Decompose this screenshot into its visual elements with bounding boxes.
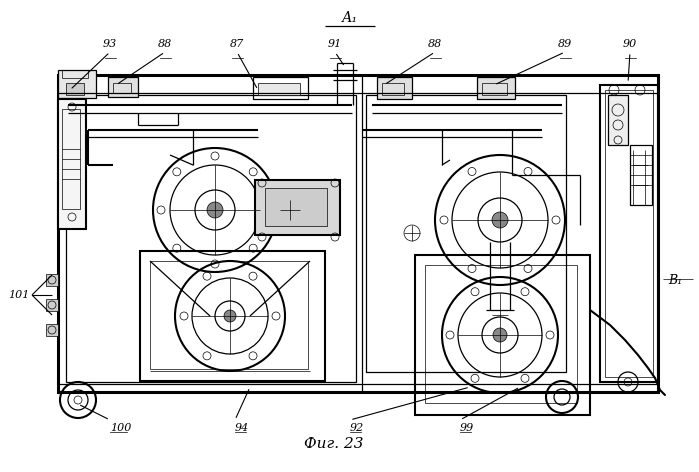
Bar [415, 255, 590, 415]
Bar [630, 145, 652, 205]
Bar [150, 261, 308, 369]
Bar [258, 83, 300, 95]
Bar [630, 175, 652, 185]
Text: В₁: В₁ [668, 273, 682, 287]
Bar [600, 85, 658, 382]
Text: 89: 89 [558, 39, 572, 49]
Bar [366, 95, 566, 372]
Bar [477, 77, 515, 99]
Text: 87: 87 [230, 39, 244, 49]
Bar [605, 90, 653, 377]
Bar [46, 324, 58, 336]
Text: 101: 101 [8, 290, 30, 300]
Bar [58, 75, 658, 392]
Bar [66, 95, 356, 382]
Bar [108, 77, 138, 97]
Bar [425, 265, 577, 403]
Bar [66, 83, 84, 95]
Text: 99: 99 [460, 423, 474, 433]
Bar [140, 251, 325, 381]
Bar [608, 95, 628, 145]
Bar [482, 83, 507, 95]
Text: 93: 93 [103, 39, 117, 49]
Circle shape [493, 328, 507, 342]
Bar [382, 83, 404, 95]
Text: 90: 90 [623, 39, 637, 49]
Text: 88: 88 [428, 39, 442, 49]
Bar [253, 77, 308, 99]
Bar [62, 109, 80, 209]
Text: 94: 94 [235, 423, 250, 433]
Bar [62, 70, 88, 78]
Bar [630, 155, 652, 165]
Bar [58, 70, 96, 98]
Bar [255, 180, 340, 235]
Bar [113, 83, 131, 93]
Text: А₁: А₁ [342, 11, 358, 25]
Bar [46, 274, 58, 286]
Bar [265, 188, 327, 226]
Text: Фиг. 23: Фиг. 23 [304, 437, 363, 451]
Circle shape [224, 310, 236, 322]
Text: 91: 91 [328, 39, 342, 49]
Bar [46, 299, 58, 311]
Bar [58, 99, 86, 229]
Text: 88: 88 [158, 39, 172, 49]
Circle shape [207, 202, 223, 218]
Text: 100: 100 [110, 423, 131, 433]
Text: 92: 92 [350, 423, 364, 433]
Circle shape [492, 212, 508, 228]
Bar [377, 77, 412, 99]
